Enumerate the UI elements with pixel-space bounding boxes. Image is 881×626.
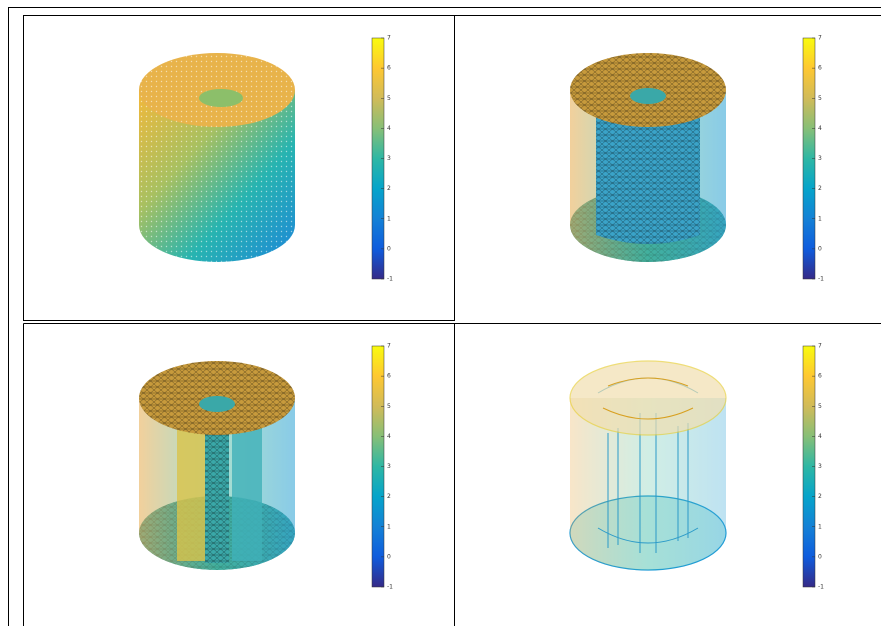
hole bbox=[630, 88, 666, 104]
cylinder-side-texture bbox=[139, 90, 295, 262]
colorbar-tick-label: 7 bbox=[818, 35, 822, 42]
colorbar-tick-label: 0 bbox=[387, 245, 391, 252]
colorbar-tick-label: 3 bbox=[387, 155, 391, 162]
colorbar-tick-label: -1 bbox=[387, 276, 393, 283]
colorbar-tick-label: -1 bbox=[818, 276, 824, 283]
colorbar-tick-label: 1 bbox=[818, 215, 822, 222]
core-mesh bbox=[596, 110, 700, 244]
colorbar-tick-label: 2 bbox=[387, 185, 391, 192]
colorbar-tick-label: 5 bbox=[818, 95, 822, 102]
cylinder-side bbox=[570, 398, 726, 570]
fin bbox=[177, 418, 207, 561]
hole bbox=[199, 89, 243, 107]
colorbar-tick-label: 1 bbox=[387, 215, 391, 222]
colorbar-tick-label: 0 bbox=[387, 553, 391, 560]
panel: -1 0 1 2 3 4 5 6 7 bbox=[139, 35, 393, 283]
edges bbox=[607, 413, 689, 553]
colorbar-tick-label: 1 bbox=[387, 523, 391, 530]
colorbar-tick-label: 3 bbox=[387, 463, 391, 470]
frame bbox=[8, 7, 881, 626]
colorbar-tick-label: 4 bbox=[387, 433, 391, 440]
colorbar-tick-label: 5 bbox=[387, 95, 391, 102]
cylinder-top bbox=[569, 360, 727, 436]
colorbar-tick-label: 7 bbox=[818, 343, 822, 350]
colorbar-tick-label: 2 bbox=[818, 493, 822, 500]
colorbar-tick-label: 2 bbox=[818, 185, 822, 192]
colorbar-tick-label: 4 bbox=[387, 125, 391, 132]
colorbar-tick-label: 3 bbox=[818, 463, 822, 470]
colorbar-tick-label: 6 bbox=[387, 373, 391, 380]
colorbar-tick-label: 0 bbox=[818, 245, 822, 252]
colorbar-tick-label: 6 bbox=[387, 65, 391, 72]
colorbar-tick-label: 6 bbox=[818, 373, 822, 380]
colorbar-tick-label: -1 bbox=[818, 584, 824, 591]
colorbar-tick-label: 7 bbox=[387, 35, 391, 42]
colorbar-tick-label: 1 bbox=[818, 523, 822, 530]
colorbar-tick-label: 0 bbox=[818, 553, 822, 560]
hole bbox=[199, 396, 235, 412]
panel: -1 0 1 2 3 4 5 6 7 bbox=[570, 35, 824, 283]
colorbar-tick-label: 4 bbox=[818, 433, 822, 440]
colorbar-tick-label: -1 bbox=[387, 584, 393, 591]
panel: -1 0 1 2 3 4 5 6 7 bbox=[139, 343, 393, 591]
colorbar-tick-label: 7 bbox=[387, 343, 391, 350]
colorbar-tick-label: 3 bbox=[818, 155, 822, 162]
top-slots bbox=[602, 377, 694, 420]
colorbar-tick-label: 5 bbox=[387, 403, 391, 410]
colorbar-tick-label: 4 bbox=[818, 125, 822, 132]
colorbar-tick-label: 6 bbox=[818, 65, 822, 72]
fin bbox=[232, 418, 262, 561]
panel: -1 0 1 2 3 4 5 6 7 bbox=[569, 343, 824, 591]
colorbar-tick-label: 2 bbox=[387, 493, 391, 500]
colorbar-tick-label: 5 bbox=[818, 403, 822, 410]
